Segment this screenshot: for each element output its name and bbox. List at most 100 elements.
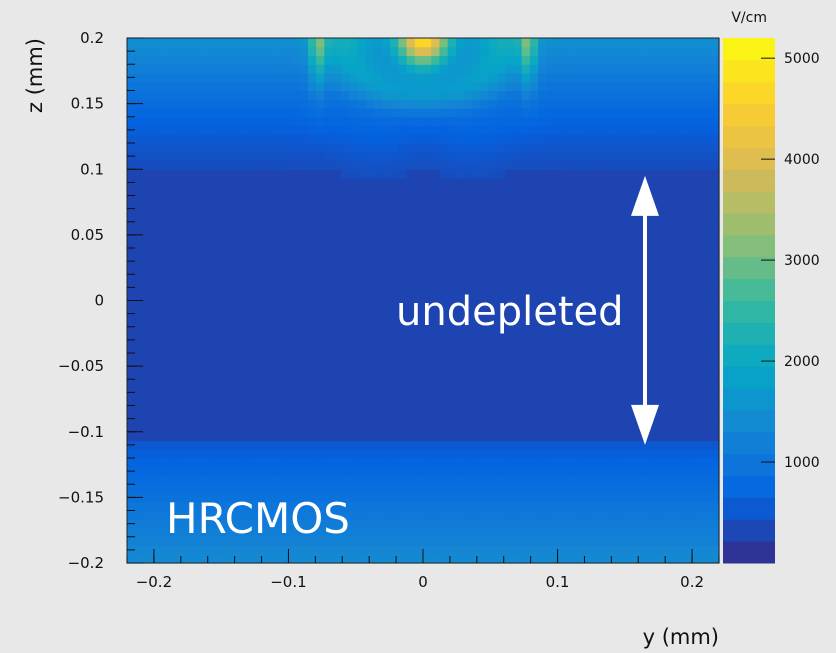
- heatmap-cell: [653, 248, 663, 258]
- heatmap-cell: [628, 213, 638, 223]
- heatmap-cell: [628, 248, 638, 258]
- heatmap-cell: [283, 431, 293, 442]
- heatmap-cell: [168, 186, 177, 197]
- heatmap-cell: [176, 204, 186, 214]
- heatmap-cell: [694, 178, 704, 188]
- heatmap-cell: [538, 370, 547, 380]
- heatmap-cell: [225, 344, 235, 354]
- heatmap-cell: [554, 283, 564, 293]
- heatmap-cell: [316, 55, 325, 65]
- heatmap-cell: [587, 484, 597, 494]
- heatmap-cell: [275, 274, 284, 284]
- heatmap-cell: [266, 46, 276, 57]
- heatmap-cell: [447, 73, 457, 83]
- heatmap-cell: [455, 108, 465, 118]
- heatmap-cell: [513, 108, 523, 118]
- heatmap-cell: [332, 519, 342, 529]
- heatmap-cell: [628, 256, 638, 267]
- heatmap-cell: [554, 554, 564, 564]
- heatmap-cell: [283, 326, 293, 337]
- heatmap-cell: [628, 458, 638, 468]
- heatmap-cell: [201, 46, 210, 57]
- heatmap-cell: [455, 326, 465, 337]
- heatmap-cell: [168, 379, 177, 389]
- heatmap-cell: [381, 195, 391, 205]
- heatmap-cell: [275, 73, 284, 83]
- heatmap-cell: [275, 116, 284, 127]
- heatmap-cell: [488, 73, 498, 83]
- heatmap-cell: [546, 125, 556, 135]
- heatmap-cell: [143, 81, 153, 92]
- heatmap-cell: [201, 519, 210, 529]
- heatmap-cell: [464, 143, 473, 153]
- heatmap-cell: [661, 204, 671, 214]
- heatmap-cell: [349, 265, 358, 275]
- heatmap-cell: [612, 55, 621, 65]
- heatmap-cell: [250, 484, 260, 494]
- heatmap-cell: [480, 335, 490, 345]
- heatmap-cell: [636, 484, 646, 494]
- heatmap-cell: [710, 195, 720, 205]
- heatmap-cell: [398, 151, 408, 162]
- heatmap-cell: [521, 239, 531, 249]
- heatmap-cell: [414, 493, 424, 503]
- heatmap-cell: [299, 545, 309, 555]
- heatmap-cell: [686, 326, 695, 337]
- heatmap-cell: [414, 134, 424, 144]
- heatmap-cell: [406, 274, 416, 284]
- heatmap-cell: [702, 291, 712, 302]
- heatmap-cell: [406, 186, 416, 197]
- heatmap-cell: [127, 248, 136, 258]
- heatmap-cell: [505, 151, 515, 162]
- heatmap-cell: [497, 186, 506, 197]
- heatmap-cell: [431, 388, 441, 398]
- heatmap-cell: [233, 431, 243, 442]
- heatmap-cell: [702, 536, 712, 547]
- heatmap-cell: [406, 528, 416, 538]
- heatmap-cell: [497, 248, 506, 258]
- heatmap-cell: [538, 493, 547, 503]
- heatmap-cell: [480, 501, 490, 512]
- heatmap-cell: [513, 248, 523, 258]
- heatmap-cell: [628, 554, 638, 564]
- heatmap-cell: [390, 248, 399, 258]
- heatmap-cell: [324, 388, 334, 398]
- heatmap-cell: [661, 213, 671, 223]
- heatmap-cell: [184, 283, 194, 293]
- heatmap-cell: [513, 213, 523, 223]
- heatmap-cell: [209, 169, 219, 179]
- heatmap-cell: [472, 134, 482, 144]
- heatmap-cell: [381, 344, 391, 354]
- heatmap-cell: [464, 46, 473, 57]
- heatmap-cell: [258, 458, 268, 468]
- heatmap-cell: [669, 353, 679, 363]
- heatmap-cell: [143, 545, 153, 555]
- heatmap-cell: [480, 440, 490, 450]
- heatmap-cell: [702, 265, 712, 275]
- heatmap-cell: [546, 38, 556, 48]
- heatmap-cell: [299, 388, 309, 398]
- heatmap-cell: [472, 160, 482, 170]
- heatmap-cell: [546, 195, 556, 205]
- heatmap-cell: [529, 64, 539, 74]
- heatmap-cell: [447, 475, 457, 485]
- heatmap-cell: [488, 466, 498, 477]
- heatmap-cell: [340, 519, 350, 529]
- heatmap-cell: [472, 116, 482, 127]
- heatmap-cell: [603, 195, 613, 205]
- heatmap-cell: [299, 318, 309, 328]
- heatmap-cell: [332, 528, 342, 538]
- heatmap-cell: [603, 256, 613, 267]
- heatmap-cell: [480, 116, 490, 127]
- heatmap-cell: [455, 64, 465, 74]
- heatmap-cell: [184, 151, 194, 162]
- heatmap-cell: [414, 326, 424, 337]
- heatmap-cell: [168, 466, 177, 477]
- heatmap-cell: [480, 274, 490, 284]
- heatmap-cell: [636, 501, 646, 512]
- heatmap-cell: [505, 554, 515, 564]
- heatmap-cell: [710, 64, 720, 74]
- heatmap-cell: [151, 344, 161, 354]
- heatmap-cell: [431, 501, 441, 512]
- heatmap-cell: [513, 204, 523, 214]
